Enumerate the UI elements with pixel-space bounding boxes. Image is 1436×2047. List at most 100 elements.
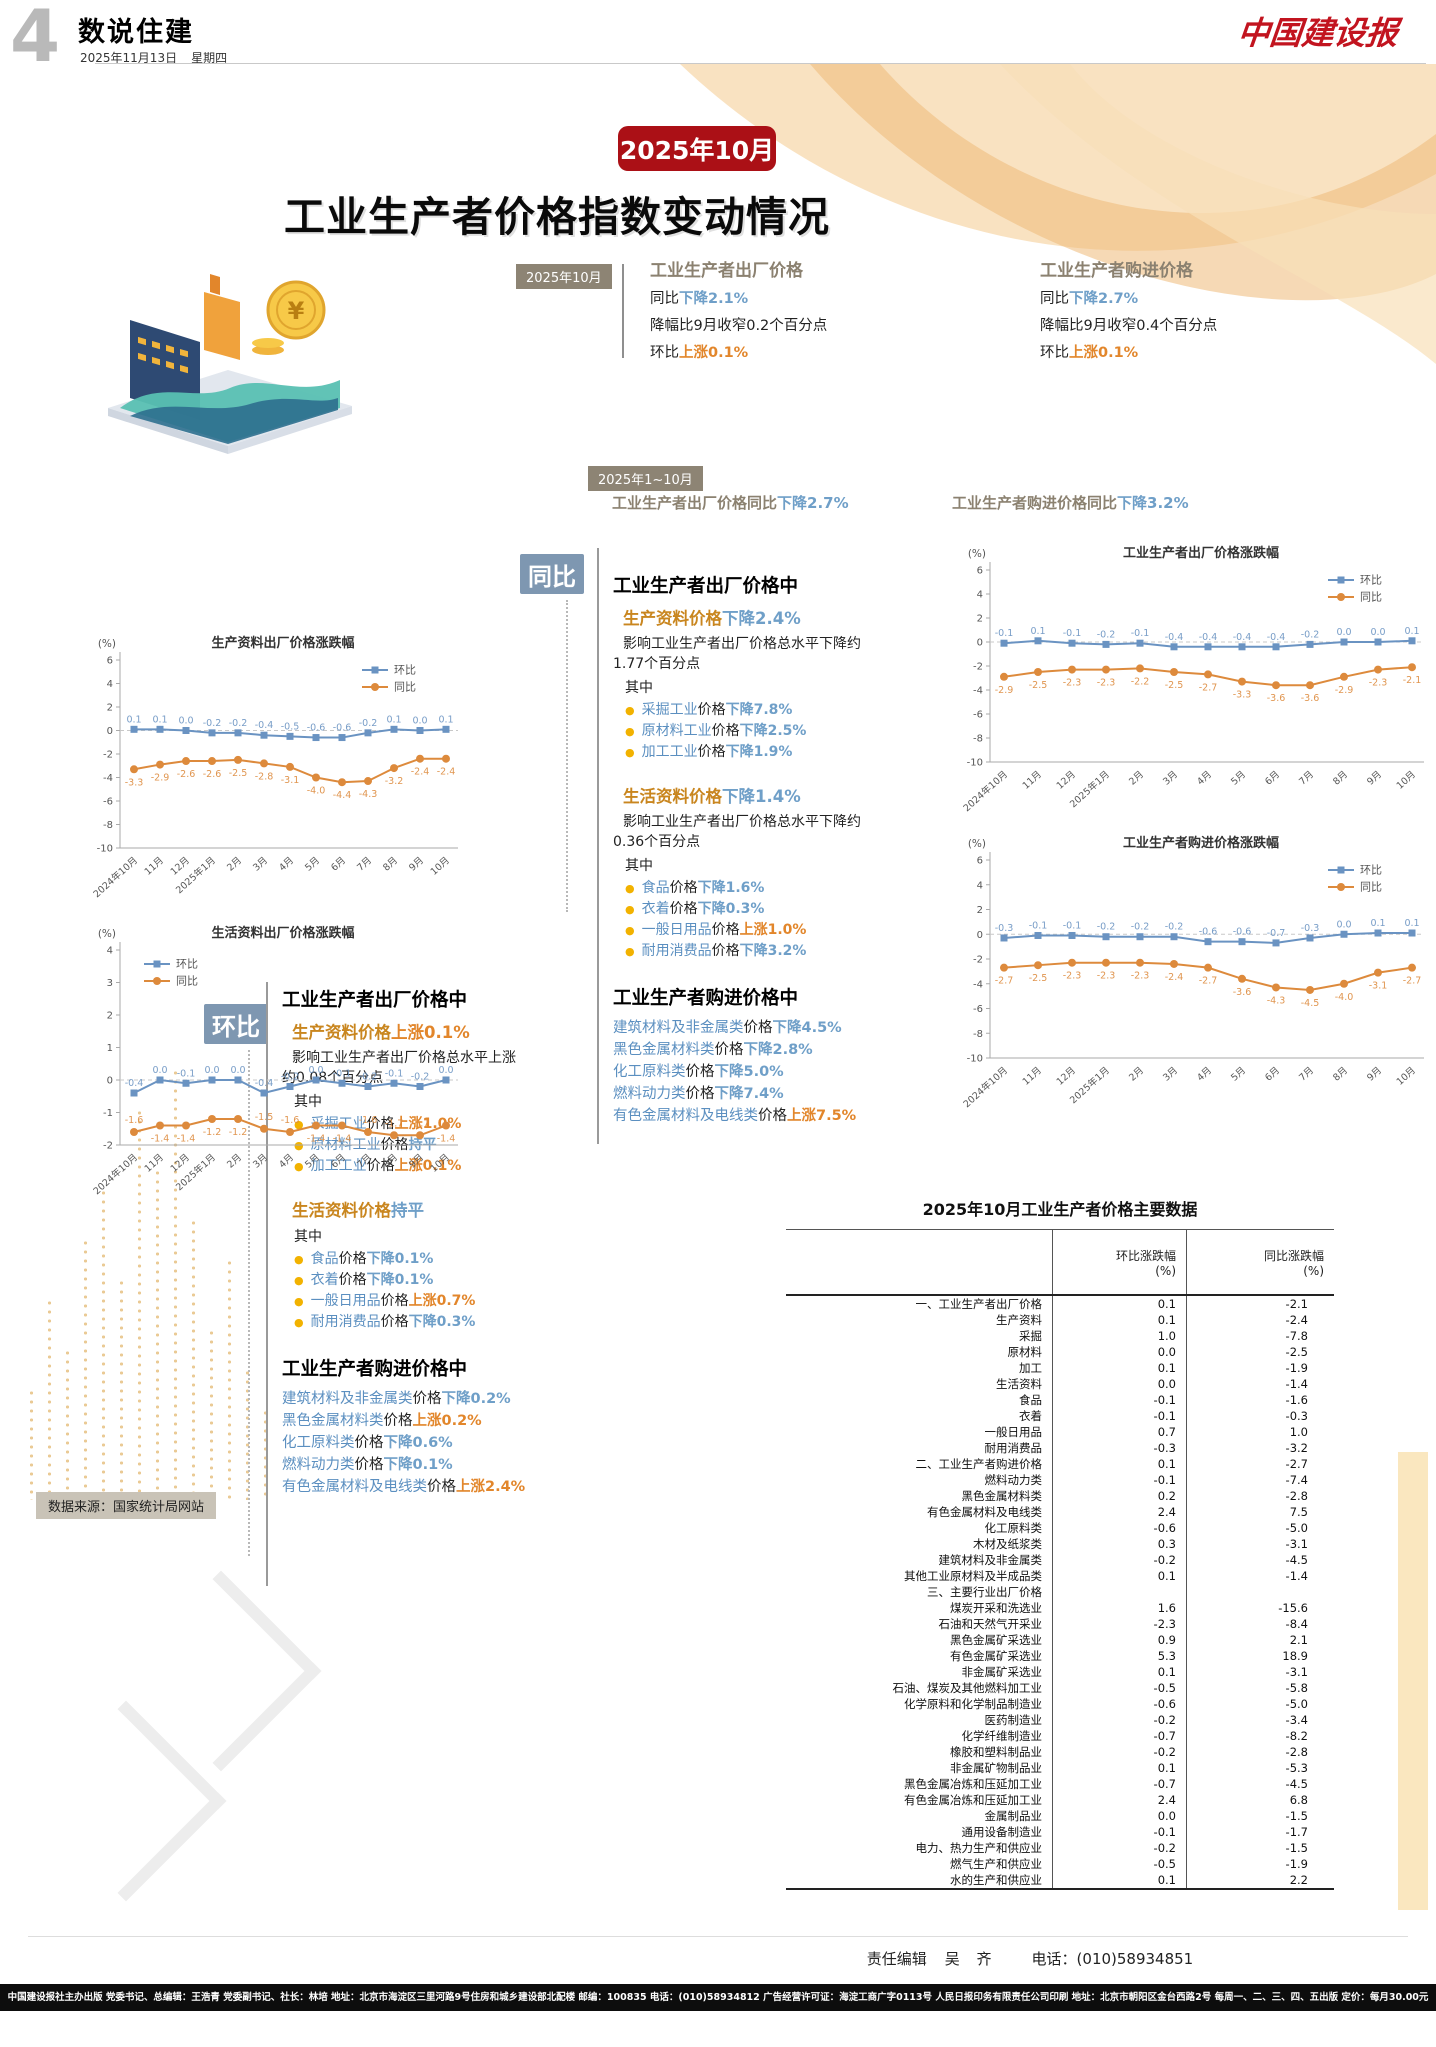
category-name: 加工工业 bbox=[310, 1158, 367, 1174]
svg-text:-4.5: -4.5 bbox=[1301, 998, 1320, 1009]
table-row: 其他工业原材料及半成品类 0.1 -1.4 bbox=[786, 1568, 1334, 1584]
category-name: 生产资料价格 bbox=[623, 609, 722, 628]
change-value: 下降2.8% bbox=[743, 1042, 813, 1058]
svg-text:-0.6: -0.6 bbox=[307, 723, 326, 734]
svg-text:-2.6: -2.6 bbox=[177, 769, 196, 780]
svg-text:0.0: 0.0 bbox=[204, 1065, 219, 1076]
table-row: 黑色金属材料类 0.2 -2.8 bbox=[786, 1488, 1334, 1504]
svg-text:6: 6 bbox=[107, 656, 113, 667]
analysis-item: 有色金属材料及电线类价格上涨7.5% bbox=[613, 1105, 923, 1127]
svg-text:-2.2: -2.2 bbox=[1131, 676, 1150, 687]
svg-text:0.0: 0.0 bbox=[1336, 627, 1351, 638]
text: 价格 bbox=[427, 1479, 456, 1495]
bullet-icon: ● bbox=[294, 1118, 304, 1131]
change-value: 上涨2.4% bbox=[456, 1479, 526, 1495]
data-source-badge: 数据来源：国家统计局网站 bbox=[36, 1492, 217, 1519]
svg-text:-2.9: -2.9 bbox=[151, 773, 170, 784]
bullet-icon: ● bbox=[625, 882, 635, 895]
svg-text:生活资料出厂价格涨跌幅: 生活资料出厂价格涨跌幅 bbox=[211, 925, 354, 941]
text: 价格 bbox=[338, 1272, 367, 1288]
analysis-subhead: 生活资料价格下降1.4% bbox=[623, 783, 923, 807]
row-yoy-value: 1.0 bbox=[1186, 1424, 1334, 1440]
header-text: 同比涨跌幅 bbox=[1263, 1248, 1324, 1263]
row-yoy-value: -0.3 bbox=[1186, 1408, 1334, 1424]
row-yoy-value: -3.4 bbox=[1186, 1712, 1334, 1728]
bullet-icon: ● bbox=[294, 1253, 304, 1266]
row-label: 化学原料和化学制品制造业 bbox=[904, 1697, 1042, 1711]
svg-text:0.1: 0.1 bbox=[386, 714, 401, 725]
svg-text:-2: -2 bbox=[973, 955, 983, 966]
row-yoy-value: -5.8 bbox=[1186, 1680, 1334, 1696]
table-row: 非金属矿采选业 0.1 -3.1 bbox=[786, 1664, 1334, 1680]
yoy-line: 同比下降2.7% bbox=[1040, 288, 1350, 310]
table-row: 非金属矿物制品业 0.1 -5.3 bbox=[786, 1760, 1334, 1776]
svg-text:6: 6 bbox=[977, 566, 983, 577]
table-row: 二、工业生产者购进价格 0.1 -2.7 bbox=[786, 1456, 1334, 1472]
svg-text:-3.6: -3.6 bbox=[1301, 693, 1320, 704]
row-mom-value: 2.4 bbox=[1052, 1792, 1186, 1808]
text: 价格 bbox=[697, 744, 726, 760]
analysis-bullet: ● 原材料工业价格下降2.5% bbox=[625, 721, 923, 742]
text: 价格 bbox=[743, 1020, 773, 1036]
svg-text:生产资料出厂价格涨跌幅: 生产资料出厂价格涨跌幅 bbox=[211, 635, 354, 651]
svg-text:10月: 10月 bbox=[429, 855, 452, 878]
svg-text:0.0: 0.0 bbox=[152, 1065, 167, 1076]
svg-text:9月: 9月 bbox=[407, 1152, 426, 1171]
table-row: 一、工业生产者出厂价格 0.1 -2.1 bbox=[786, 1296, 1334, 1312]
svg-text:11月: 11月 bbox=[1021, 769, 1044, 792]
category-name: 燃料动力类 bbox=[282, 1457, 355, 1473]
row-mom-value: -0.1 bbox=[1052, 1824, 1186, 1840]
row-label: 耐用消费品 bbox=[984, 1441, 1043, 1455]
row-yoy-value: -1.9 bbox=[1186, 1360, 1334, 1376]
row-yoy-value: 7.5 bbox=[1186, 1504, 1334, 1520]
table-grid: 环比涨跌幅 (%) 同比涨跌幅 (%) 一、工业生产者出厂价格 0.1 -2.1 生产… bbox=[786, 1229, 1334, 1890]
svg-text:-2.4: -2.4 bbox=[411, 767, 430, 778]
svg-text:6月: 6月 bbox=[1263, 1065, 1282, 1084]
row-label: 食品 bbox=[1019, 1393, 1042, 1407]
table-row: 有色金属材料及电线类 2.4 7.5 bbox=[786, 1504, 1334, 1520]
svg-text:-2.3: -2.3 bbox=[1063, 971, 1082, 982]
svg-text:-0.2: -0.2 bbox=[203, 718, 222, 729]
svg-text:-3.2: -3.2 bbox=[385, 776, 404, 787]
svg-text:5月: 5月 bbox=[303, 1152, 322, 1171]
yoy-analysis-column: 工业生产者出厂价格中 生产资料价格下降2.4% 影响工业生产者出厂价格总水平下降约 1… bbox=[613, 566, 923, 1127]
svg-text:1: 1 bbox=[107, 1043, 113, 1054]
text: 价格 bbox=[714, 1042, 744, 1058]
change-value: 下降4.5% bbox=[772, 1020, 842, 1036]
svg-text:-8: -8 bbox=[973, 734, 983, 745]
category-name: 黑色金属材料类 bbox=[613, 1042, 715, 1058]
svg-text:5月: 5月 bbox=[1229, 1065, 1248, 1084]
svg-text:-4.3: -4.3 bbox=[359, 789, 378, 800]
row-label: 一、工业生产者出厂价格 bbox=[915, 1297, 1043, 1311]
svg-text:-1.6: -1.6 bbox=[281, 1115, 300, 1126]
svg-text:-10: -10 bbox=[967, 758, 983, 769]
svg-text:-0.2: -0.2 bbox=[281, 1072, 300, 1083]
svg-text:-2.3: -2.3 bbox=[1369, 678, 1388, 689]
category-name: 食品 bbox=[641, 880, 670, 896]
svg-text:4月: 4月 bbox=[277, 1152, 296, 1171]
table-row: 木材及纸浆类 0.3 -3.1 bbox=[786, 1536, 1334, 1552]
coin-inner-ring bbox=[276, 290, 316, 330]
illustration-base-edge bbox=[228, 406, 352, 454]
svg-text:-1.4: -1.4 bbox=[151, 1134, 170, 1145]
row-mom-value: -0.2 bbox=[1052, 1712, 1186, 1728]
row-label: 二、工业生产者购进价格 bbox=[915, 1457, 1043, 1471]
decorative-dot-bar bbox=[120, 1280, 123, 1500]
svg-text:工业生产者购进价格涨跌幅: 工业生产者购进价格涨跌幅 bbox=[1123, 835, 1279, 851]
analysis-subhead: 生活资料价格持平 bbox=[292, 1197, 622, 1221]
text: 价格 bbox=[711, 723, 740, 739]
value: 3.2% bbox=[1147, 494, 1189, 512]
row-label: 生产资料 bbox=[996, 1313, 1042, 1327]
imprint-bar: 中国建设报社主办出版 党委书记、总编辑：王浩青 党委副书记、社长：林培 地址：北… bbox=[0, 1984, 1436, 2011]
bullet-icon: ● bbox=[294, 1295, 304, 1308]
row-mom-value bbox=[1052, 1584, 1186, 1600]
decorative-dot-bar bbox=[30, 1390, 33, 1500]
text: 价格 bbox=[366, 1158, 395, 1174]
table-row: 衣着 -0.1 -0.3 bbox=[786, 1408, 1334, 1424]
analysis-para2: 1.77个百分点 bbox=[613, 656, 701, 672]
header-text: 环比涨跌幅 bbox=[1115, 1248, 1176, 1263]
row-label: 电力、热力生产和供应业 bbox=[915, 1841, 1043, 1855]
text: 价格 bbox=[338, 1251, 367, 1267]
svg-text:-0.2: -0.2 bbox=[1097, 922, 1116, 933]
